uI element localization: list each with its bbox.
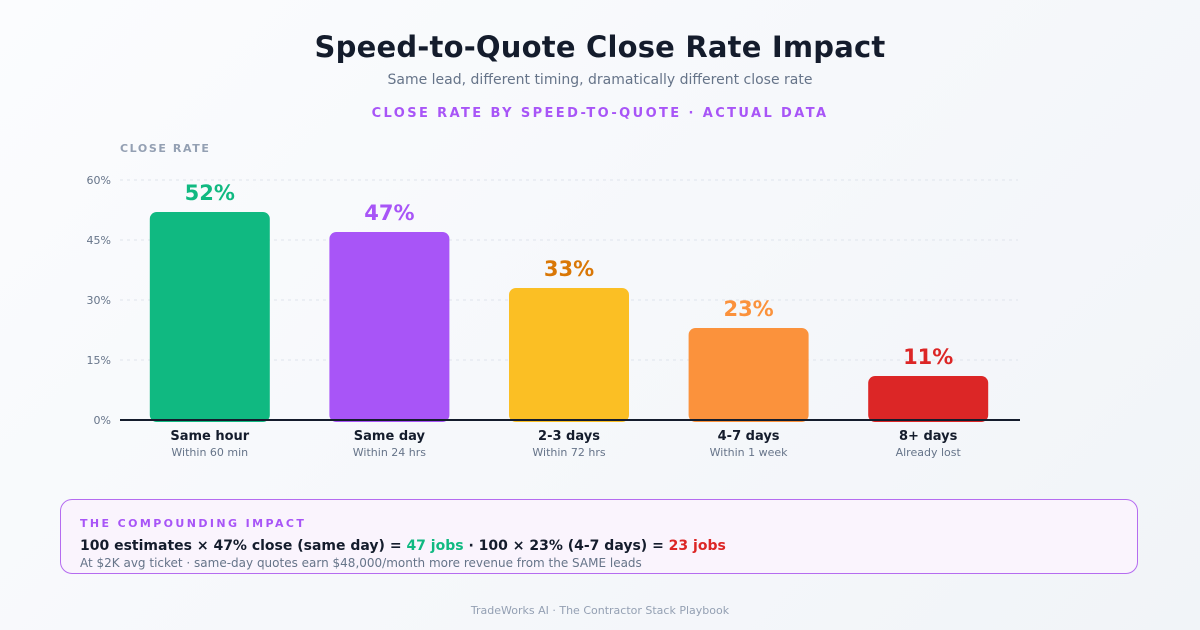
y-axis-title: CLOSE RATE [120,142,210,155]
bar-value-label: 11% [903,345,953,369]
chart-kicker: CLOSE RATE BY SPEED-TO-QUOTE · ACTUAL DA… [371,106,829,121]
x-category-label: 2-3 days [538,429,600,444]
impact-calculation: 100 estimates × 47% close (same day) = 4… [80,538,726,554]
bar [509,288,629,422]
footer-credit: TradeWorks AI · The Contractor Stack Pla… [470,604,730,617]
impact-note: At $2K avg ticket · same-day quotes earn… [80,556,642,570]
bar [868,376,989,422]
impact-late-jobs: 23 jobs [668,538,726,554]
bar [149,212,270,422]
bar-value-label: 52% [185,181,235,205]
x-category-label: 4-7 days [718,429,780,444]
impact-callout: THE COMPOUNDING IMPACT 100 estimates × 4… [60,499,1138,574]
x-category-label: Same hour [170,429,249,444]
x-category-label: Same day [354,429,426,444]
impact-part-1: 100 estimates × 47% close (same day) = [80,538,407,554]
bar-value-label: 47% [364,201,414,225]
x-category-label: 8+ days [899,429,958,444]
bar-value-label: 33% [544,257,594,281]
x-category-sublabel: Within 1 week [710,446,789,459]
y-tick-label: 15% [87,354,111,367]
bar-value-label: 23% [723,297,773,321]
chart-title: Speed-to-Quote Close Rate Impact [314,30,886,64]
x-category-sublabel: Within 60 min [171,446,248,459]
impact-heading: THE COMPOUNDING IMPACT [80,517,307,530]
bar [688,328,809,422]
impact-part-3: · 100 × 23% (4-7 days) = [463,538,669,554]
x-category-sublabel: Within 72 hrs [532,446,605,459]
chart-subtitle: Same lead, different timing, dramaticall… [387,72,813,88]
bar-chart: CLOSE RATE 0% 15% 30% 45% 60% 52% Same hour With… [87,142,1020,459]
x-category-sublabel: Within 24 hrs [353,446,426,459]
bar [329,232,450,422]
x-category-sublabel: Already lost [896,446,962,459]
y-tick-label: 45% [87,234,111,247]
y-tick-label: 30% [87,294,111,307]
impact-same-day-jobs: 47 jobs [406,538,464,554]
y-tick-label: 0% [94,414,111,427]
y-tick-label: 60% [87,174,111,187]
